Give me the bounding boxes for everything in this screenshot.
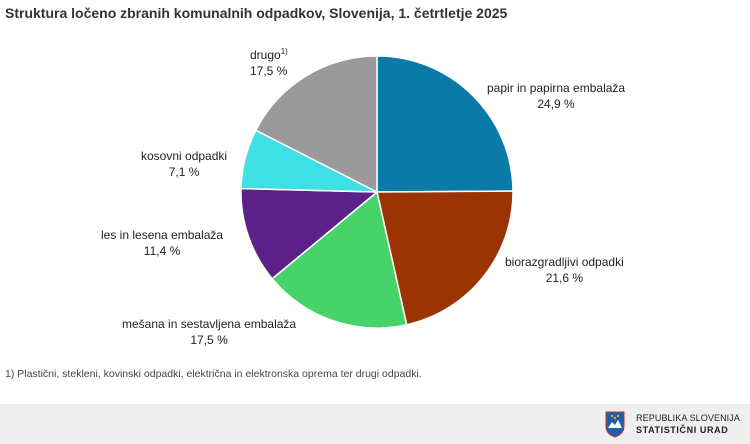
slice-label-kosovni: kosovni odpadki 7,1 % (141, 148, 227, 180)
pie-slice-2 (271, 190, 408, 329)
chart-title: Struktura ločeno zbranih komunalnih odpa… (5, 5, 508, 21)
pie-slice-0 (376, 55, 514, 193)
footnote: 1) Plastični, stekleni, kovinski odpadki… (5, 368, 422, 380)
logo-line-republika: REPUBLIKA SLOVENIJA (636, 413, 740, 423)
slice-label-drugo: drugo1) 17,5 % (250, 47, 288, 79)
slice-label-mesana: mešana in sestavljena embalaža 17,5 % (122, 316, 296, 348)
slice-label-papir: papir in papirna embalaža 24,9 % (487, 80, 625, 112)
slice-value-papir: 24,9 % (537, 97, 575, 111)
pie-slice-3 (240, 187, 380, 280)
slice-category-drugo: drugo (250, 48, 281, 62)
slice-label-les: les in lesena embalaža 11,4 % (101, 227, 223, 259)
footer-bar: REPUBLIKA SLOVENIJA STATISTIČNI URAD (0, 404, 750, 444)
sursi-logo[interactable]: REPUBLIKA SLOVENIJA STATISTIČNI URAD (604, 410, 740, 438)
slice-value-les: 11,4 % (143, 244, 181, 258)
footnote-marker: 1) (280, 47, 288, 56)
slice-value-drugo: 17,5 % (250, 64, 288, 78)
slice-category-kosovni: kosovni odpadki (141, 149, 228, 163)
slice-category-mesana: mešana in sestavljena embalaža (122, 317, 297, 331)
pie-chart (240, 55, 514, 329)
slice-value-biorazgradljivi: 21,6 % (545, 271, 584, 285)
slice-category-les: les in lesena embalaža (101, 228, 224, 242)
pie-slice-1 (376, 190, 514, 326)
slovenia-coat-of-arms-icon (605, 411, 625, 438)
slice-category-papir: papir in papirna embalaža (487, 81, 626, 95)
slice-label-biorazgradljivi: biorazgradljivi odpadki 21,6 % (505, 254, 624, 286)
slice-category-biorazgradljivi: biorazgradljivi odpadki (505, 255, 624, 269)
logo-line-statisticni-urad: STATISTIČNI URAD (636, 425, 729, 435)
pie-slice-5 (254, 55, 378, 194)
slice-value-mesana: 17,5 % (190, 333, 228, 347)
slice-value-kosovni: 7,1 % (168, 165, 200, 179)
